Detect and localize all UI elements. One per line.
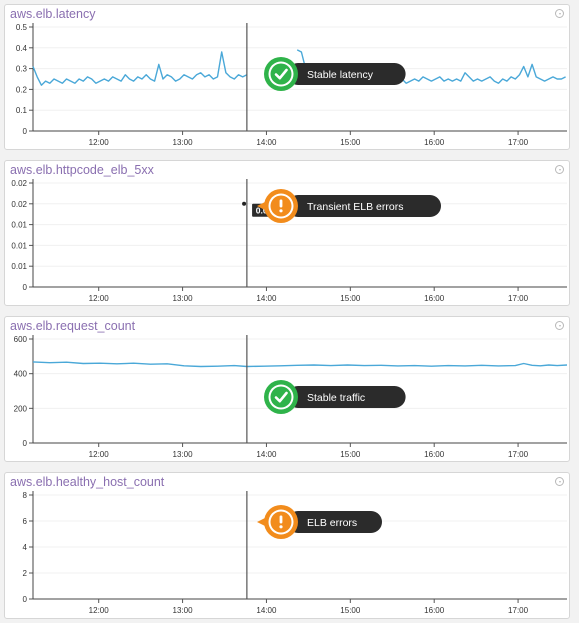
x-tick-label: 17:00 — [508, 294, 529, 303]
callout-text: Transient ELB errors — [307, 201, 403, 213]
x-tick-label: 16:00 — [424, 138, 445, 147]
y-tick-label: 0.01 — [11, 262, 27, 271]
x-tick-label: 17:00 — [508, 138, 529, 147]
x-tick-label: 12:00 — [89, 606, 110, 615]
y-tick-label: 0.1 — [16, 106, 28, 115]
y-tick-label: 0 — [23, 127, 28, 136]
callout-bubble — [287, 511, 382, 533]
x-tick-label: 17:00 — [508, 450, 529, 459]
y-tick-label: 4 — [23, 543, 28, 552]
hover-value-label: 0.02 — [256, 205, 273, 215]
exclamation-dot — [279, 525, 283, 529]
y-tick-label: 0.02 — [11, 200, 27, 209]
callout-bubble — [287, 63, 406, 85]
callout-core — [270, 386, 292, 408]
callout-text: Stable latency — [307, 69, 374, 81]
y-tick-label: 0.3 — [16, 65, 28, 74]
data-point — [242, 201, 247, 206]
x-tick-label: 16:00 — [424, 606, 445, 615]
y-tick-label: 0.4 — [16, 44, 28, 53]
panel-title: aws.elb.httpcode_elb_5xx — [10, 163, 154, 177]
y-tick-label: 400 — [14, 370, 28, 379]
y-tick-label: 0 — [23, 439, 28, 448]
panel-menu-icon[interactable] — [555, 477, 564, 486]
check-icon — [274, 391, 288, 403]
x-tick-label: 13:00 — [173, 294, 194, 303]
x-tick-label: 12:00 — [89, 138, 110, 147]
x-tick-label: 16:00 — [424, 450, 445, 459]
y-tick-label: 8 — [23, 491, 28, 500]
callout-text: Stable traffic — [307, 392, 365, 404]
request-count-chart: 0 200 400 600 12:00 13:00 14:00 15:00 16:00 17:00… — [14, 335, 568, 459]
y-tick-label: 200 — [14, 404, 28, 413]
elb-5xx-chart: 0 0.01 0.01 0.01 0.02 0.02 12:00 13:00 14:00 15:0… — [11, 179, 567, 303]
y-tick-label: 2 — [23, 569, 28, 578]
callout-text: ELB errors — [307, 517, 357, 529]
callout-bubble — [287, 386, 406, 408]
x-tick-label: 13:00 — [173, 606, 194, 615]
callout-core — [270, 63, 292, 85]
panel-title: aws.elb.latency — [10, 7, 96, 21]
callout-bubble — [287, 195, 441, 217]
x-tick-label: 13:00 — [173, 450, 194, 459]
x-tick-label: 16:00 — [424, 294, 445, 303]
y-tick-label: 6 — [23, 517, 28, 526]
request-count-panel: aws.elb.request_count 0 200 400 600 12:00 13:… — [4, 316, 570, 462]
x-tick-label: 14:00 — [256, 606, 277, 615]
elb-5xx-panel: aws.elb.httpcode_elb_5xx 0 0.01 0.01 0.01 0.… — [4, 160, 570, 306]
exclamation-dot — [279, 209, 283, 213]
panel-title: aws.elb.request_count — [10, 319, 136, 333]
panel-menu-icon[interactable] — [555, 165, 564, 174]
latency-chart: 0 0.1 0.2 0.3 0.4 0.5 12:00 13:00 14:00 15:00 16:0… — [16, 23, 567, 147]
panel-menu-icon[interactable] — [555, 321, 564, 330]
healthy-host-chart: 0 2 4 6 8 12:00 13:00 14:00 15:00 16:00 17:00 ELB e… — [23, 491, 567, 615]
x-tick-label: 12:00 — [89, 294, 110, 303]
x-tick-label: 15:00 — [340, 138, 361, 147]
x-tick-label: 12:00 — [89, 450, 110, 459]
y-tick-label: 0.02 — [11, 179, 27, 188]
exclamation-icon — [279, 199, 283, 208]
x-tick-label: 15:00 — [340, 294, 361, 303]
healthy-host-panel: aws.elb.healthy_host_count 0 2 4 6 8 12:00 13:… — [4, 472, 570, 619]
y-tick-label: 0 — [23, 283, 28, 292]
check-icon — [274, 68, 288, 80]
y-tick-label: 0.5 — [16, 23, 28, 32]
y-tick-label: 0 — [23, 595, 28, 604]
series-line — [32, 361, 568, 368]
latency-panel: aws.elb.latency 0 0.1 0.2 0.3 0.4 0.5 12:00 13:… — [4, 4, 570, 150]
x-tick-label: 14:00 — [256, 138, 277, 147]
y-tick-label: 0.01 — [11, 241, 27, 250]
x-tick-label: 14:00 — [256, 450, 277, 459]
x-tick-label: 13:00 — [173, 138, 194, 147]
panel-title: aws.elb.healthy_host_count — [10, 475, 165, 489]
panel-menu-icon[interactable] — [555, 9, 564, 18]
y-tick-label: 600 — [14, 335, 28, 344]
x-tick-label: 17:00 — [508, 606, 529, 615]
x-tick-label: 14:00 — [256, 294, 277, 303]
y-tick-label: 0.01 — [11, 221, 27, 230]
exclamation-icon — [279, 515, 283, 524]
x-tick-label: 15:00 — [340, 606, 361, 615]
x-tick-label: 15:00 — [340, 450, 361, 459]
y-tick-label: 0.2 — [16, 85, 28, 94]
